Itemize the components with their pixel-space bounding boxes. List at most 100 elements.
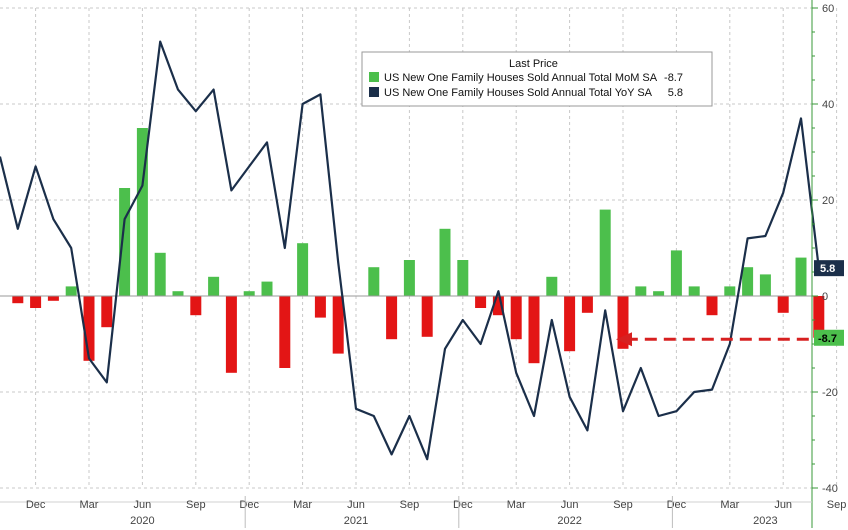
- mom-bar: [83, 296, 95, 361]
- x-month-label: Sep: [613, 499, 633, 511]
- yoy-point: [408, 415, 410, 417]
- y-tick-label: 0: [822, 291, 828, 303]
- yoy-point: [533, 415, 535, 417]
- mom-bar: [119, 188, 131, 296]
- x-month-label: Dec: [667, 499, 687, 511]
- mom-bar: [617, 296, 629, 349]
- x-month-label: Dec: [26, 499, 46, 511]
- yoy-point: [141, 185, 143, 187]
- yoy-point: [319, 93, 321, 95]
- mom-last-value-badge: [814, 329, 844, 346]
- x-year-label: 2023: [753, 515, 777, 527]
- x-month-label: Mar: [80, 499, 99, 511]
- yoy-point: [373, 415, 375, 417]
- mom-bar: [65, 286, 77, 296]
- mom-bar: [47, 296, 59, 301]
- yoy-point: [675, 410, 678, 412]
- legend-header: Last Price: [509, 58, 558, 70]
- mom-bar: [439, 228, 451, 296]
- yoy-point: [515, 372, 517, 374]
- yoy-point: [213, 89, 215, 91]
- legend-swatch-mom: [369, 72, 379, 82]
- yoy-point: [52, 218, 55, 220]
- yoy-point: [551, 319, 553, 321]
- yoy-point: [569, 396, 571, 398]
- x-year-label: 2020: [130, 515, 154, 527]
- mom-bar: [670, 250, 682, 296]
- y-tick-label: 40: [822, 99, 834, 111]
- yoy-point: [70, 247, 72, 249]
- mom-bar: [30, 296, 42, 308]
- mom-bar: [724, 286, 736, 296]
- mom-bar: [136, 128, 148, 296]
- legend-value-yoy: 5.8: [668, 87, 683, 99]
- mom-bar: [795, 257, 807, 296]
- mom-bar: [475, 296, 487, 308]
- yoy-point: [604, 309, 606, 311]
- mom-bar: [314, 296, 326, 318]
- yoy-point: [106, 381, 108, 383]
- mom-bar: [261, 281, 273, 296]
- yoy-point: [426, 458, 428, 460]
- yoy-point: [230, 189, 232, 191]
- mom-bar: [225, 296, 237, 373]
- yoy-point: [88, 357, 90, 359]
- yoy-point: [462, 319, 464, 321]
- yoy-point: [284, 247, 286, 249]
- mom-bar: [742, 267, 754, 296]
- yoy-point: [764, 235, 767, 237]
- yoy-point: [640, 367, 642, 369]
- yoy-point: [480, 343, 482, 345]
- yoy-point: [355, 408, 357, 410]
- yoy-point: [782, 192, 784, 194]
- last-value-badges: 5.8 -8.7: [814, 260, 844, 346]
- mom-bar: [581, 296, 593, 313]
- yoy-point: [248, 165, 250, 167]
- legend: Last Price US New One Family Houses Sold…: [361, 51, 713, 107]
- x-month-label: Jun: [561, 499, 579, 511]
- yoy-point: [658, 415, 660, 417]
- annotation-arrow: [616, 332, 809, 347]
- x-axis: Dec Mar Jun Sep Dec Mar Jun Sep Dec Mar Jun Sep Dec M…: [0, 496, 846, 528]
- mom-bar: [635, 286, 647, 296]
- yoy-point: [159, 41, 161, 43]
- yoy-point: [586, 429, 589, 431]
- yoy-point: [177, 89, 179, 91]
- yoy-point: [124, 218, 126, 220]
- mom-bar: [190, 296, 202, 316]
- yoy-point: [266, 141, 268, 143]
- mom-bar: [172, 291, 184, 296]
- yoy-line-layer: [0, 40, 820, 461]
- yoy-point: [711, 389, 713, 391]
- x-month-label: Jun: [774, 499, 792, 511]
- legend-swatch-yoy: [369, 87, 379, 97]
- x-year-label: 2021: [344, 515, 368, 527]
- yoy-point: [35, 165, 37, 167]
- x-month-label: Sep: [400, 499, 420, 511]
- yoy-point: [302, 103, 304, 105]
- yoy-point: [195, 110, 197, 112]
- mom-bar: [564, 296, 576, 352]
- mom-bar: [12, 296, 24, 304]
- mom-bar: [813, 296, 825, 338]
- x-year-label: 2022: [557, 515, 581, 527]
- x-month-label: Dec: [239, 499, 259, 511]
- yoy-point: [800, 117, 802, 119]
- y-tick-label: -40: [822, 483, 838, 495]
- legend-box: [361, 51, 713, 107]
- yoy-point: [0, 156, 1, 158]
- mom-bar: [297, 243, 309, 296]
- mom-bar: [368, 267, 380, 296]
- mom-bar: [279, 296, 291, 368]
- yoy-point: [747, 237, 749, 239]
- yoy-point: [444, 348, 446, 350]
- x-month-label: Sep: [186, 499, 206, 511]
- mom-bar: [332, 296, 344, 354]
- x-month-label: Mar: [507, 499, 526, 511]
- mom-bar: [777, 296, 789, 313]
- mom-bar: [386, 296, 398, 340]
- mom-bar: [546, 276, 558, 296]
- yoy-last-value-label: 5.8: [820, 263, 835, 275]
- yoy-point: [391, 453, 393, 455]
